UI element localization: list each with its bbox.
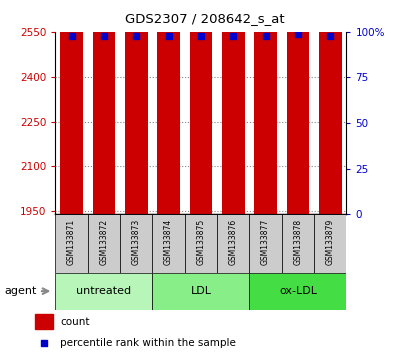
Point <box>262 33 268 38</box>
Text: GSM133873: GSM133873 <box>131 219 140 266</box>
Text: GSM133872: GSM133872 <box>99 219 108 265</box>
Bar <box>318 0 341 214</box>
Bar <box>189 0 212 214</box>
Text: GSM133877: GSM133877 <box>261 219 270 266</box>
Text: GDS2307 / 208642_s_at: GDS2307 / 208642_s_at <box>125 12 284 25</box>
Bar <box>157 0 180 214</box>
Bar <box>152 273 249 310</box>
Text: GSM133871: GSM133871 <box>67 219 76 265</box>
Text: GSM133875: GSM133875 <box>196 219 205 266</box>
Point <box>294 31 301 36</box>
Bar <box>281 214 313 273</box>
Bar <box>216 214 249 273</box>
Bar <box>221 0 244 214</box>
Bar <box>184 214 216 273</box>
Bar <box>313 214 346 273</box>
Bar <box>88 214 120 273</box>
Bar <box>152 214 184 273</box>
Bar <box>249 214 281 273</box>
Bar <box>35 314 53 329</box>
Bar <box>125 0 147 214</box>
Bar <box>60 0 83 214</box>
Text: untreated: untreated <box>76 286 131 296</box>
Point <box>41 340 47 346</box>
Text: GSM133874: GSM133874 <box>164 219 173 266</box>
Point <box>100 33 107 38</box>
Text: ox-LDL: ox-LDL <box>278 286 316 296</box>
Point <box>68 33 74 38</box>
Text: agent: agent <box>4 286 36 296</box>
Point <box>165 33 171 38</box>
Point <box>229 33 236 38</box>
Point <box>326 33 333 38</box>
Text: GSM133876: GSM133876 <box>228 219 237 266</box>
Text: LDL: LDL <box>190 286 211 296</box>
Bar <box>254 0 276 214</box>
Text: count: count <box>61 316 90 327</box>
Bar <box>55 273 152 310</box>
Text: percentile rank within the sample: percentile rank within the sample <box>61 338 236 348</box>
Point <box>133 33 139 38</box>
Bar <box>55 214 88 273</box>
Point <box>197 33 204 38</box>
Text: GSM133878: GSM133878 <box>293 219 302 265</box>
Bar <box>286 0 308 214</box>
Text: GSM133879: GSM133879 <box>325 219 334 266</box>
Bar <box>92 0 115 214</box>
Bar <box>120 214 152 273</box>
Bar <box>249 273 346 310</box>
